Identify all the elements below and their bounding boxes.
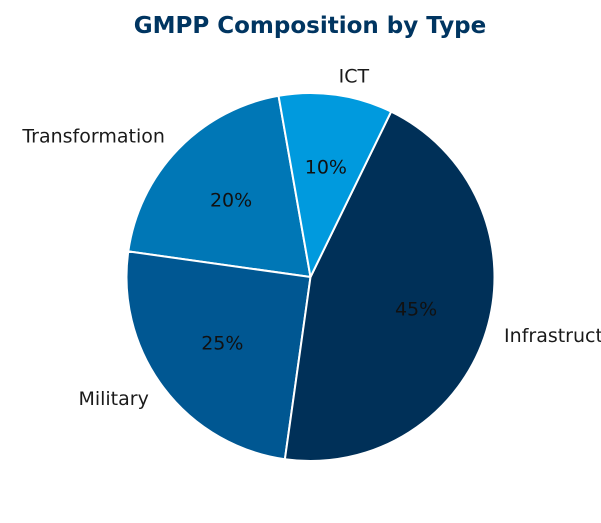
percentage-labels: 20% 25% 45% 10% <box>201 157 437 355</box>
pct-label-infrastructure: 45% <box>395 298 437 320</box>
pct-label-transformation: 20% <box>210 189 252 211</box>
pie-slice-infrastructure <box>283 110 496 462</box>
category-label-infrastructure: Infrastructure <box>504 325 601 347</box>
pie-slice-transformation <box>127 94 312 278</box>
pie-slice-military <box>125 250 312 461</box>
category-labels: Transformation Military Infrastructure ICT <box>21 66 601 410</box>
chart-title: GMPP Composition by Type <box>134 13 487 39</box>
pie-slices <box>125 92 496 462</box>
pct-label-ict: 10% <box>305 157 347 179</box>
pie-slice-ict <box>277 92 393 278</box>
category-label-ict: ICT <box>339 66 370 88</box>
category-label-transformation: Transformation <box>21 125 165 147</box>
pct-label-military: 25% <box>201 332 243 354</box>
category-label-military: Military <box>78 388 148 410</box>
